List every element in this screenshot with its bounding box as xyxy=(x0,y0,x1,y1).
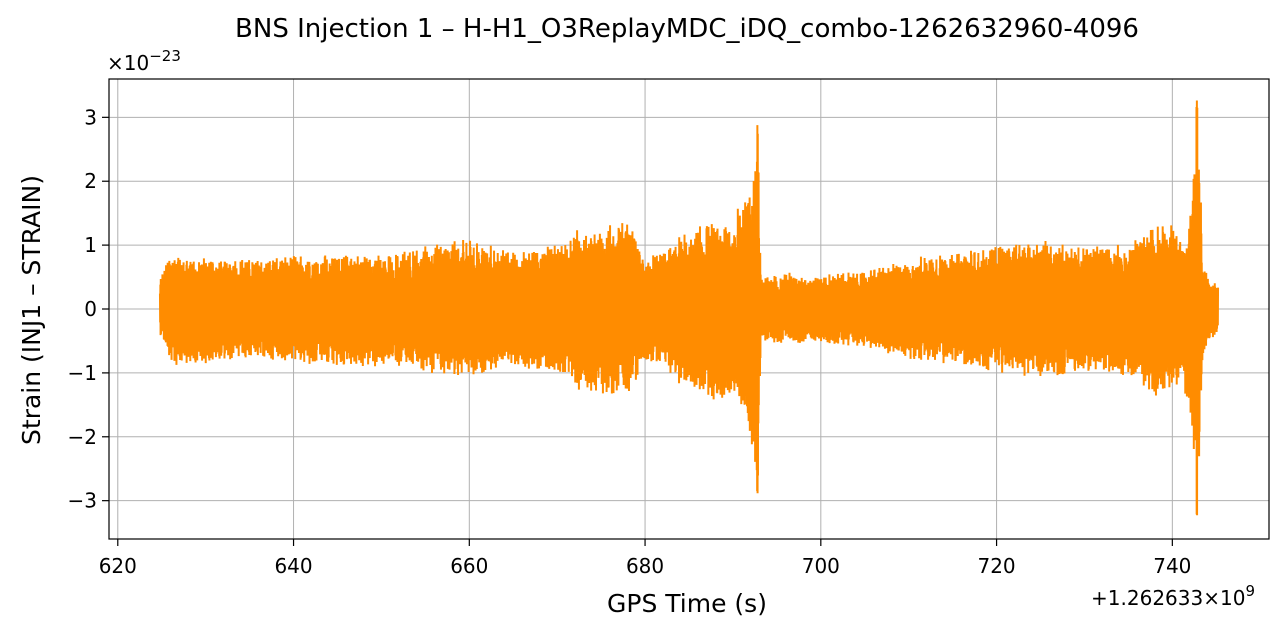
x-tick-label: 620 xyxy=(99,554,137,578)
series-strain xyxy=(158,100,1220,516)
y-axis-ticks: −3 −2 −1 0 1 2 3 xyxy=(68,105,109,513)
x-tick-label: 640 xyxy=(274,554,312,578)
x-tick-label: 700 xyxy=(802,554,840,578)
x-tick-label: 660 xyxy=(450,554,488,578)
strain-trace-line xyxy=(158,100,1220,516)
y-scale-factor: ×10−23 xyxy=(107,47,181,75)
x-tick-label: 720 xyxy=(977,554,1015,578)
y-tick-label: 2 xyxy=(84,169,97,193)
y-tick-label: −1 xyxy=(68,361,97,385)
y-axis-label: Strain (INJ1 – STRAIN) xyxy=(17,175,46,445)
y-tick-label: 0 xyxy=(84,297,97,321)
y-tick-label: 1 xyxy=(84,233,97,257)
x-tick-label: 680 xyxy=(626,554,664,578)
chart-title: BNS Injection 1 – H-H1_O3ReplayMDC_iDQ_c… xyxy=(235,14,1139,44)
y-tick-label: 3 xyxy=(84,105,97,129)
y-tick-label: −3 xyxy=(68,489,97,513)
y-tick-label: −2 xyxy=(68,425,97,449)
x-offset-label: +1.262633×109 xyxy=(1091,582,1255,610)
x-axis-ticks: 620 640 660 680 700 720 740 xyxy=(99,539,1191,578)
x-tick-label: 740 xyxy=(1153,554,1191,578)
x-axis-label: GPS Time (s) xyxy=(607,589,767,618)
